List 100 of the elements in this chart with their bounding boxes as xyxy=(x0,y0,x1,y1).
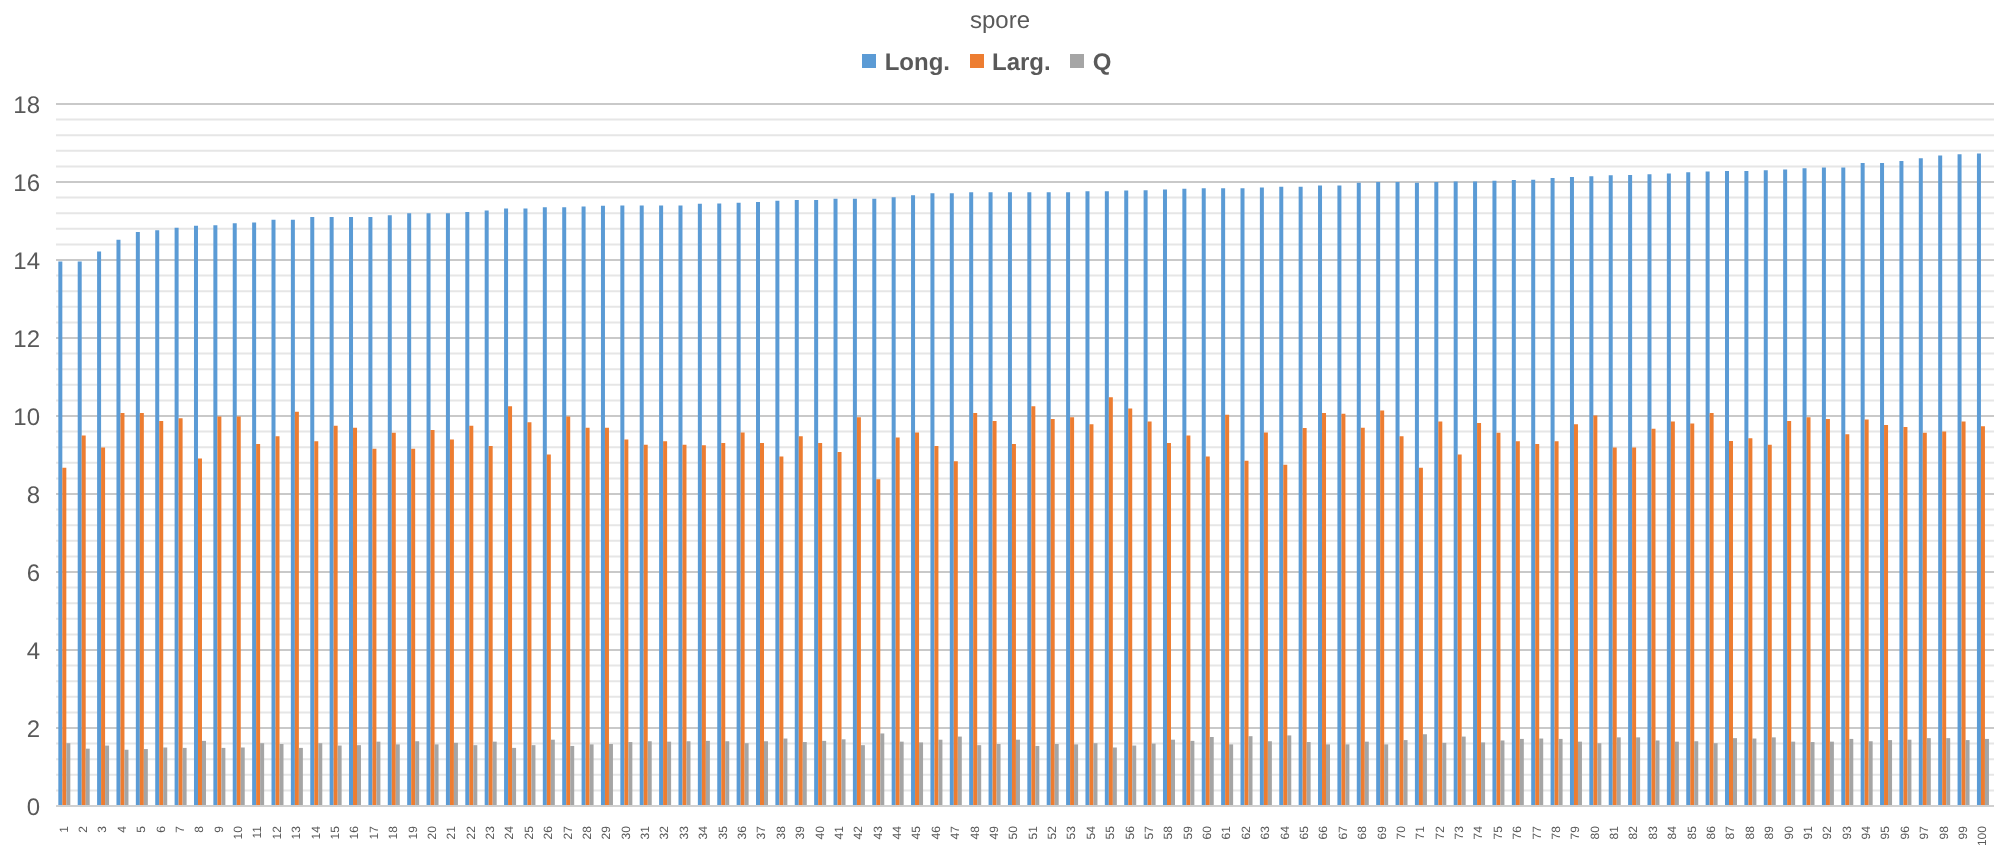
bar xyxy=(1473,181,1478,806)
bar xyxy=(260,743,265,806)
bar xyxy=(1244,460,1249,806)
bar xyxy=(465,212,470,806)
bar xyxy=(1539,738,1544,806)
bar xyxy=(1326,744,1331,806)
bar xyxy=(1558,738,1563,806)
bar xyxy=(1744,171,1749,806)
bar xyxy=(504,208,509,806)
bar xyxy=(349,217,354,806)
bar xyxy=(639,205,644,806)
bar xyxy=(794,199,799,806)
bar xyxy=(1849,738,1854,806)
bar xyxy=(988,192,993,806)
bar xyxy=(1771,737,1776,806)
bar xyxy=(678,205,683,806)
bar xyxy=(294,411,299,806)
bar xyxy=(891,197,896,806)
bar xyxy=(1364,741,1369,806)
bar xyxy=(1170,739,1175,806)
bar xyxy=(391,432,396,806)
bar xyxy=(1054,743,1059,806)
bar xyxy=(969,192,974,806)
bar xyxy=(469,425,474,806)
bar xyxy=(581,206,586,806)
bar xyxy=(159,421,164,806)
bar xyxy=(116,239,121,806)
bar xyxy=(1209,736,1214,806)
bar xyxy=(430,430,435,806)
bar xyxy=(872,198,877,806)
bar xyxy=(608,743,613,806)
bar xyxy=(1225,414,1230,806)
bar xyxy=(1655,740,1660,806)
bar xyxy=(620,205,625,806)
bar xyxy=(604,427,609,806)
bar xyxy=(232,223,237,806)
bar xyxy=(1093,743,1098,806)
bar xyxy=(1434,182,1439,806)
bar xyxy=(453,742,458,806)
bar xyxy=(1965,740,1970,806)
bar xyxy=(318,743,323,806)
bar xyxy=(1011,444,1016,806)
bar xyxy=(368,217,373,806)
bar xyxy=(329,217,334,806)
y-tick-label: 4 xyxy=(26,636,41,665)
bar xyxy=(1089,424,1094,806)
bar xyxy=(949,193,954,806)
bar xyxy=(1899,160,1904,806)
bar xyxy=(1337,185,1342,806)
bar xyxy=(236,416,241,806)
bar xyxy=(395,744,400,806)
bar xyxy=(298,747,303,806)
bar xyxy=(1287,735,1292,806)
bar xyxy=(434,744,439,806)
bar xyxy=(201,740,206,806)
bar xyxy=(1686,172,1691,806)
bar xyxy=(1298,186,1303,806)
bar xyxy=(163,747,168,806)
bar xyxy=(508,406,513,806)
bar xyxy=(1221,188,1226,806)
bar xyxy=(1007,192,1012,806)
bar xyxy=(1922,432,1927,806)
bar xyxy=(1519,738,1524,806)
bar xyxy=(1318,185,1323,806)
bar xyxy=(1461,736,1466,806)
bar xyxy=(1632,447,1637,806)
bar xyxy=(97,251,102,806)
bar xyxy=(1880,162,1885,806)
bar xyxy=(1384,744,1389,806)
bar xyxy=(178,418,183,806)
bar xyxy=(697,203,702,806)
bar xyxy=(1713,743,1718,806)
bar xyxy=(1500,740,1505,806)
bar xyxy=(915,432,920,806)
bar xyxy=(1884,424,1889,806)
bar xyxy=(1535,444,1540,806)
bar xyxy=(779,456,784,806)
bar xyxy=(783,738,788,806)
bar xyxy=(279,743,284,806)
bar xyxy=(426,213,431,806)
bar xyxy=(546,454,551,806)
bar xyxy=(217,416,222,806)
bar xyxy=(101,447,106,806)
bar xyxy=(1597,743,1602,806)
bar xyxy=(85,748,90,806)
bar xyxy=(1569,176,1574,806)
bar xyxy=(938,739,943,806)
bar xyxy=(252,222,257,806)
y-tick-label: 6 xyxy=(26,558,41,587)
y-tick-label: 12 xyxy=(13,324,41,353)
bar xyxy=(1705,171,1710,806)
bar xyxy=(1085,191,1090,806)
bar xyxy=(550,739,555,806)
bar xyxy=(314,441,319,806)
bar xyxy=(1938,155,1943,806)
bar xyxy=(659,205,664,806)
bar xyxy=(1628,174,1633,806)
bar xyxy=(628,742,633,806)
bar xyxy=(1573,424,1578,806)
bar xyxy=(1267,741,1272,806)
